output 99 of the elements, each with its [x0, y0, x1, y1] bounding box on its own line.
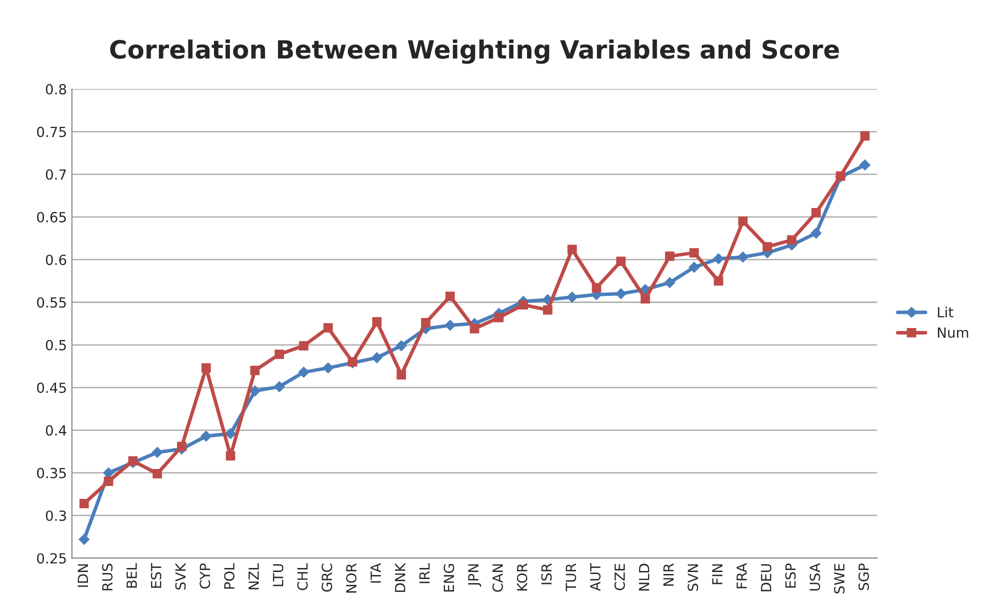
point — [444, 320, 456, 331]
point — [592, 283, 602, 292]
point — [713, 253, 724, 264]
point — [274, 350, 284, 359]
y-tick-label: 0.8 — [46, 84, 66, 95]
y-tick-label: 0.5 — [46, 340, 66, 350]
point — [226, 451, 236, 460]
point — [616, 256, 626, 266]
point — [811, 208, 821, 218]
y-tick-label: 0.6 — [46, 254, 66, 266]
x-tick-label: RUS — [102, 564, 113, 590]
point — [298, 366, 310, 378]
x-tick-label: POL — [224, 563, 235, 589]
x-tick-label: DNK — [395, 562, 406, 592]
y-tick-label: 0.55 — [37, 297, 66, 308]
x-tick-label: BEL — [126, 563, 137, 588]
point — [640, 294, 650, 304]
y-tick-label: 0.25 — [37, 553, 66, 564]
point — [762, 242, 772, 252]
x-tick-label: TUR — [566, 563, 576, 592]
point — [470, 324, 480, 334]
point — [859, 160, 870, 170]
point — [445, 292, 455, 301]
y-tick-label: 0.4 — [46, 425, 66, 436]
x-tick-label: NOR — [346, 563, 357, 593]
point — [201, 363, 211, 373]
x-tick-label: CZE — [614, 564, 625, 590]
point — [737, 252, 748, 262]
x-tick-label: LTU — [273, 564, 284, 586]
point — [79, 498, 89, 508]
point — [152, 469, 162, 478]
x-tick-label: IRL — [419, 563, 430, 584]
y-tick-label: 0.3 — [46, 510, 66, 521]
x-tick-label: CYP — [200, 563, 210, 589]
x-tick-label: NZL — [248, 563, 259, 590]
x-tick-label: SVK — [175, 562, 186, 590]
point — [250, 366, 260, 376]
point — [665, 252, 674, 261]
point — [421, 318, 430, 328]
x-tick-label: ENG — [444, 564, 454, 592]
point — [567, 244, 577, 254]
x-tick-label: FRA — [736, 563, 747, 588]
x-tick-label: CHL — [297, 563, 308, 590]
point — [249, 386, 260, 396]
point — [396, 340, 407, 352]
x-tick-label: DEU — [761, 564, 772, 592]
y-tick-label: 0.45 — [37, 382, 66, 394]
point — [664, 277, 676, 288]
point — [810, 228, 822, 239]
x-tick-label: JPN — [468, 564, 482, 587]
x-tick-label: USA — [810, 563, 820, 591]
point — [152, 446, 163, 458]
point — [543, 305, 552, 315]
point — [566, 292, 578, 303]
y-tick-label: 0.75 — [37, 126, 66, 138]
point — [688, 262, 700, 273]
point — [177, 442, 186, 452]
point — [860, 131, 870, 141]
x-tick-label: NIR — [663, 563, 674, 586]
x-tick-label: NLD — [639, 564, 650, 590]
x-tick-label: KOR — [516, 563, 528, 591]
point — [372, 317, 382, 327]
point — [274, 381, 285, 392]
point — [323, 323, 333, 333]
point — [225, 428, 236, 440]
x-tick-label: GRC — [322, 564, 332, 592]
legend-label: Lit — [938, 306, 954, 318]
x-tick-label: ESP — [785, 563, 796, 588]
point — [714, 276, 724, 286]
point — [322, 362, 334, 374]
point — [104, 476, 114, 486]
x-tick-label: EST — [150, 562, 162, 588]
point — [787, 235, 796, 245]
point — [494, 312, 504, 322]
y-tick-label: 0.7 — [46, 169, 66, 180]
y-tick-label: 0.35 — [37, 468, 66, 478]
point — [128, 456, 138, 466]
point — [78, 534, 90, 545]
chart-title: Correlation Between Weighting Variables and Score — [110, 39, 839, 64]
point — [518, 300, 528, 310]
x-tick-label: IDN — [78, 564, 88, 587]
point — [615, 288, 626, 300]
point — [299, 341, 308, 350]
x-tick-label: ITA — [370, 563, 381, 583]
point — [396, 370, 406, 380]
x-tick-label: SVN — [688, 564, 698, 591]
point — [689, 248, 699, 258]
point — [200, 430, 212, 442]
x-tick-label: CAN — [492, 564, 503, 592]
legend-label: Num — [938, 327, 968, 338]
point — [103, 467, 114, 478]
x-tick-label: AUT — [590, 562, 601, 592]
x-tick-label: FIN — [712, 564, 722, 584]
x-tick-label: SWE — [834, 564, 845, 594]
point — [738, 216, 748, 226]
x-tick-label: SGP — [858, 563, 869, 590]
y-tick-label: 0.65 — [37, 212, 66, 222]
point — [371, 352, 382, 364]
x-tick-label: ISR — [541, 563, 552, 584]
